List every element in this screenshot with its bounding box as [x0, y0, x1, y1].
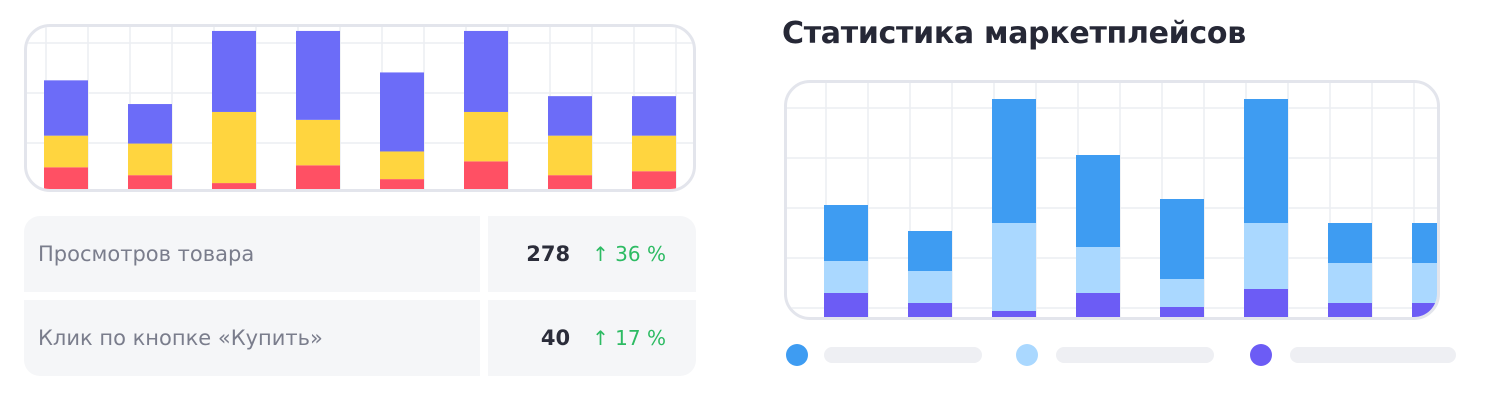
- bar-segment: [1244, 99, 1288, 223]
- bar-segment: [992, 99, 1036, 223]
- stat-change-badge: ↑ 36 %: [592, 242, 666, 266]
- bar-segment: [296, 30, 340, 120]
- bar-segment: [296, 165, 340, 189]
- bar-segment: [632, 135, 676, 172]
- stat-row-views-value: 278 ↑ 36 %: [488, 216, 696, 292]
- bar-segment: [380, 179, 424, 189]
- bar-segment: [1244, 223, 1288, 289]
- bar-segment: [212, 30, 256, 112]
- bar-segment: [1160, 307, 1204, 317]
- legend-dot-icon: [786, 344, 808, 366]
- bar-segment: [1160, 279, 1204, 307]
- legend-label-placeholder: [824, 347, 982, 363]
- bar-segment: [1076, 155, 1120, 247]
- legend-label-placeholder: [1056, 347, 1214, 363]
- bar-segment: [1328, 223, 1372, 263]
- bar-segment: [548, 175, 592, 189]
- stat-value: 278: [526, 242, 571, 266]
- bar-segment: [908, 303, 952, 317]
- stat-label: Просмотров товара: [38, 242, 255, 266]
- stat-value: 40: [540, 326, 571, 350]
- bar-segment: [1412, 303, 1437, 317]
- bar-segment: [824, 261, 868, 293]
- bar-segment: [1412, 263, 1437, 303]
- bar-segment: [632, 96, 676, 136]
- marketplace-stacked-bar-chart: [784, 80, 1440, 320]
- bar-segment: [908, 231, 952, 271]
- views-chart-plot: [27, 27, 693, 189]
- bar-segment: [44, 80, 88, 136]
- bar-segment: [1328, 263, 1372, 303]
- views-stacked-bar-chart: [24, 24, 696, 192]
- legend-label-placeholder: [1290, 347, 1456, 363]
- bar-segment: [1412, 223, 1437, 263]
- bar-segment: [380, 72, 424, 152]
- bar-segment: [992, 223, 1036, 311]
- marketplace-chart-plot: [787, 83, 1437, 317]
- bar-segment: [1244, 289, 1288, 317]
- bar-segment: [128, 143, 172, 176]
- bar-segment: [128, 175, 172, 189]
- bar-segment: [1328, 303, 1372, 317]
- bar-segment: [128, 104, 172, 144]
- legend-dot-icon: [1250, 344, 1272, 366]
- bar-segment: [464, 30, 508, 112]
- legend-dot-icon: [1016, 344, 1038, 366]
- bar-segment: [44, 135, 88, 168]
- stat-row-buy-clicks-value: 40 ↑ 17 %: [488, 300, 696, 376]
- marketplace-stats-title: Статистика маркетплейсов: [782, 16, 1246, 51]
- stat-row-buy-clicks-label: Клик по кнопке «Купить»: [24, 300, 480, 376]
- bar-segment: [296, 119, 340, 166]
- bar-segment: [824, 205, 868, 261]
- bar-segment: [548, 96, 592, 136]
- bar-segment: [212, 111, 256, 184]
- bar-segment: [1076, 293, 1120, 317]
- bar-segment: [824, 293, 868, 317]
- stat-change-badge: ↑ 17 %: [592, 326, 666, 350]
- bar-segment: [464, 111, 508, 162]
- bar-segment: [908, 271, 952, 303]
- bar-segment: [44, 167, 88, 189]
- bar-segment: [992, 311, 1036, 317]
- stat-row-views-label: Просмотров товара: [24, 216, 480, 292]
- bar-segment: [1076, 247, 1120, 293]
- bar-segment: [1160, 199, 1204, 279]
- stat-label: Клик по кнопке «Купить»: [38, 326, 323, 350]
- bar-segment: [464, 161, 508, 189]
- bar-segment: [380, 151, 424, 180]
- bar-segment: [212, 183, 256, 189]
- bar-segment: [632, 171, 676, 189]
- bar-segment: [548, 135, 592, 176]
